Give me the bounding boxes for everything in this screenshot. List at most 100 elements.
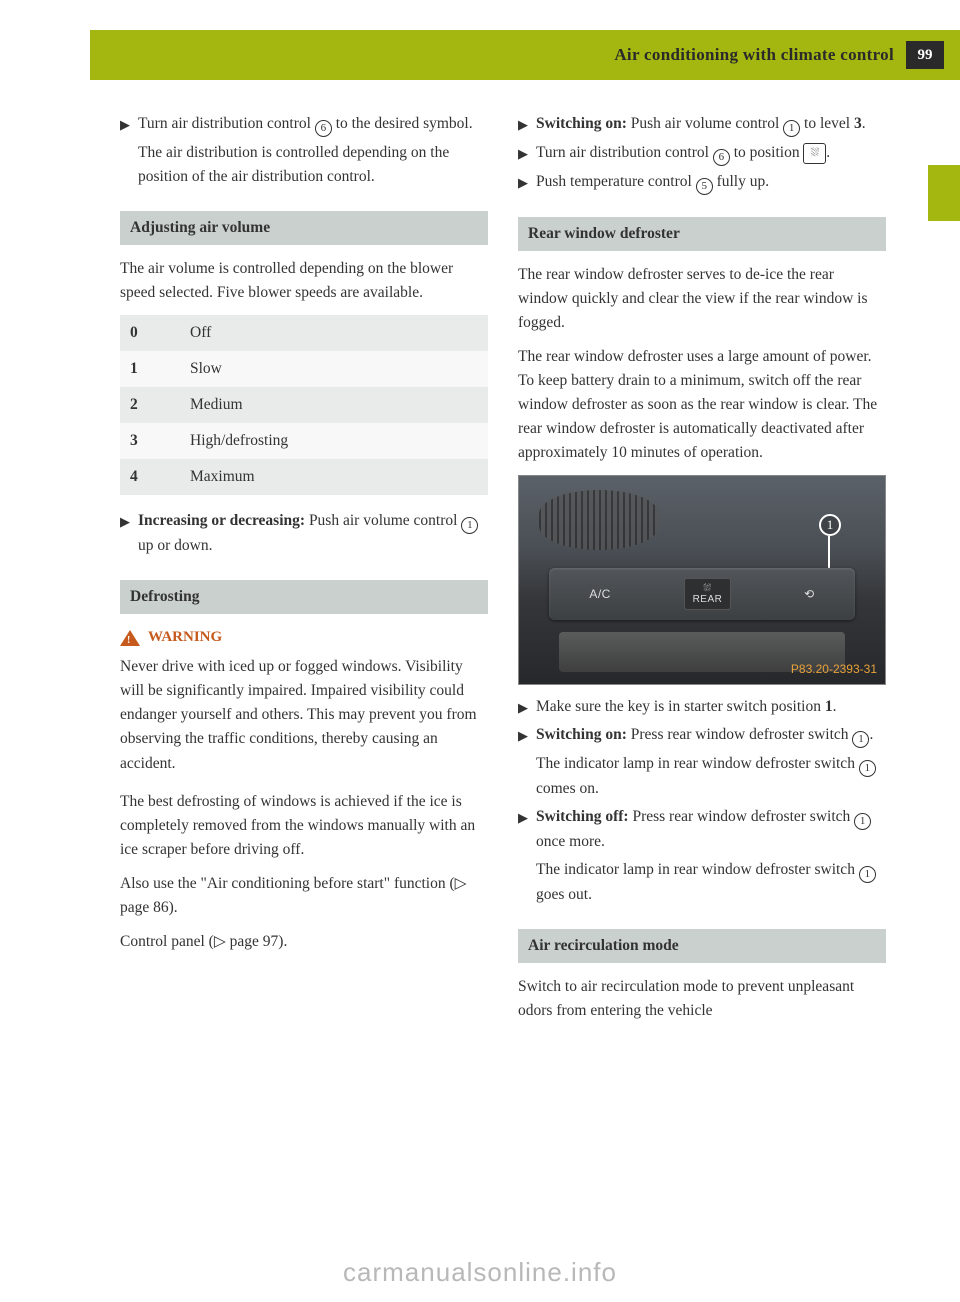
page-content: ▶ Turn air distribution control 6 to the… [120,112,890,1033]
bullet-text: Switching off: Press rear window defrost… [536,805,886,907]
table-row: 3High/defrosting [120,423,488,459]
rear-defrost-button: ⛆ REAR [684,578,732,610]
cell: Medium [180,387,488,423]
text: The indicator lamp in rear window defros… [536,861,859,878]
bullet-text: Push temperature control 5 fully up. [536,170,886,195]
ref-circle-1: 1 [859,866,876,883]
text: . [862,115,866,132]
text: The air distribution is controlled depen… [138,141,488,189]
ref-circle-1: 1 [859,760,876,777]
warning-header: WARNING [120,626,488,649]
text: goes out. [536,886,592,903]
left-column: ▶ Turn air distribution control 6 to the… [120,112,488,1033]
text-bold: Switching on: [536,726,627,743]
text: Also use the "Air conditioning before st… [120,875,455,892]
cell: 4 [120,459,180,495]
text: Make sure the key is in starter switch p… [536,698,825,715]
text: fully up. [713,173,769,190]
bullet-marker: ▶ [120,112,138,189]
recirc-button-label: ⟲ [796,581,823,608]
bullet-text: Increasing or decreasing: Push air volum… [138,509,488,558]
text: Turn air distribution control [536,144,713,161]
rear-label: REAR [693,594,723,605]
defrost-icon: ⛆ [803,143,826,164]
right-column: ▶ Switching on: Push air volume control … [518,112,886,1033]
header-title: Air conditioning with climate control [614,45,894,65]
text: The indicator lamp in rear window defros… [536,752,886,801]
bullet-item: ▶ Turn air distribution control 6 to pos… [518,141,886,166]
paragraph: Switch to air recirculation mode to prev… [518,975,886,1023]
cell: 0 [120,315,180,351]
table-row: 1Slow [120,351,488,387]
paragraph: Also use the "Air conditioning before st… [120,872,488,920]
text: Push air volume control [305,512,461,529]
bullet-marker: ▶ [518,695,536,719]
warning-text: Never drive with iced up or fogged windo… [120,655,488,775]
bullet-text: Turn air distribution control 6 to posit… [536,141,886,166]
text-bold: Increasing or decreasing: [138,512,305,529]
bullet-item: ▶ Make sure the key is in starter switch… [518,695,886,719]
ref-circle-1: 1 [461,517,478,534]
ref-circle-6: 6 [315,120,332,137]
paragraph: The air volume is controlled depending o… [120,257,488,305]
ref-circle-1: 1 [854,813,871,830]
text: up or down. [138,537,212,554]
text: comes on. [536,780,599,797]
text: to the desired symbol. [332,115,473,132]
cell: 1 [120,351,180,387]
text: Control panel ( [120,933,214,950]
bullet-marker: ▶ [518,723,536,801]
warning-label: WARNING [148,626,222,649]
ref-circle-5: 5 [696,178,713,195]
bullet-item: ▶ Switching on: Push air volume control … [518,112,886,137]
text: Press rear window defroster switch [629,808,855,825]
header-band: Air conditioning with climate control 99 [90,30,960,80]
ref-circle-1: 1 [852,731,869,748]
bullet-text: Turn air distribution control 6 to the d… [138,112,488,189]
table-row: 0Off [120,315,488,351]
cell: Maximum [180,459,488,495]
ac-button-label: A/C [581,581,619,608]
bullet-item: ▶ Turn air distribution control 6 to the… [120,112,488,189]
bullet-marker: ▶ [120,509,138,558]
text: Turn air distribution control [138,115,315,132]
table-row: 4Maximum [120,459,488,495]
blower-levels-table: 0Off 1Slow 2Medium 3High/defrosting 4Max… [120,315,488,495]
text: Push temperature control [536,173,696,190]
paragraph: The rear window defroster serves to de-i… [518,263,886,335]
text: ). [278,933,287,950]
cell: Off [180,315,488,351]
bullet-text: Make sure the key is in starter switch p… [536,695,886,719]
text: Push air volume control [627,115,783,132]
side-accent-block [928,165,960,221]
text: . [826,144,830,161]
paragraph: The best defrosting of windows is achiev… [120,790,488,862]
text: ). [169,899,178,916]
text-bold: 3 [854,115,862,132]
cell: 3 [120,423,180,459]
bullet-text: Switching on: Push air volume control 1 … [536,112,886,137]
bullet-marker: ▶ [518,170,536,195]
dashboard-illustration: 1 A/C ⛆ REAR ⟲ P83.20-2393-31 [518,475,886,685]
bullet-item: ▶ Switching off: Press rear window defro… [518,805,886,907]
warning-icon [120,630,140,646]
bullet-item: ▶ Switching on: Press rear window defros… [518,723,886,801]
text: Press rear window defroster switch [627,726,853,743]
bullet-marker: ▶ [518,805,536,907]
text: to level [800,115,854,132]
bullet-marker: ▶ [518,112,536,137]
cell: 2 [120,387,180,423]
footer-watermark: carmanualsonline.info [0,1257,960,1288]
text: once more. [536,833,605,850]
paragraph: The rear window defroster uses a large a… [518,345,886,465]
ref-circle-6: 6 [713,149,730,166]
bullet-text: Switching on: Press rear window defroste… [536,723,886,801]
text: . [869,726,873,743]
text: . [833,698,837,715]
bullet-marker: ▶ [518,141,536,166]
table-row: 2Medium [120,387,488,423]
callout-circle: 1 [819,514,841,536]
cell: Slow [180,351,488,387]
text: The indicator lamp in rear window defros… [536,755,859,772]
paragraph: Control panel (▷ page 97). [120,930,488,954]
